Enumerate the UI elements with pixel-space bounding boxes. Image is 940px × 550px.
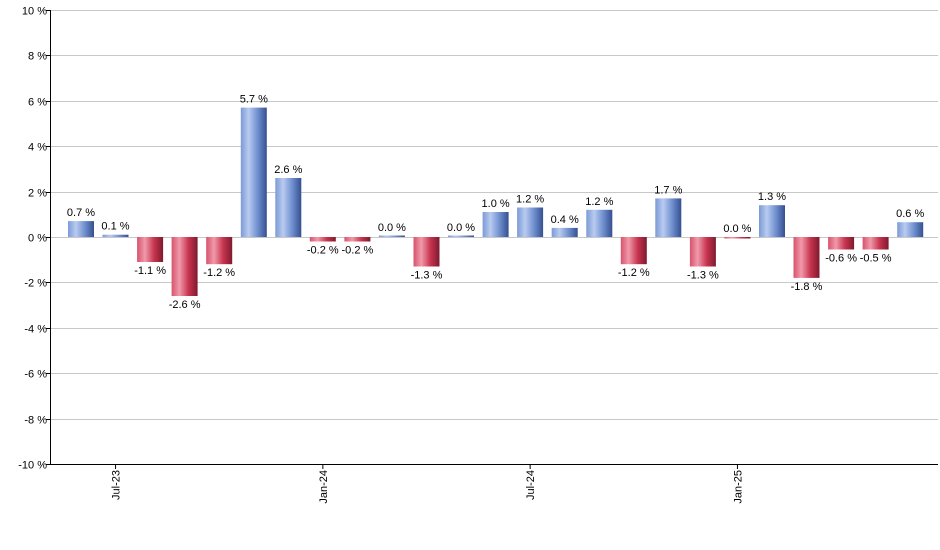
bar-sep-24: [586, 209, 613, 237]
bar-oct-23: [206, 237, 233, 265]
data-label: 0.1 %: [101, 221, 129, 233]
data-label: 1.7 %: [654, 184, 682, 196]
data-label: -0.5 %: [860, 253, 892, 265]
data-label: 1.3 %: [758, 191, 786, 203]
bar-jul-24: [517, 207, 544, 237]
bar-jul-23: [102, 234, 129, 237]
bar-jun-24: [482, 212, 509, 237]
x-tick-label: Jul-24: [525, 470, 537, 500]
data-label: -0.6 %: [825, 253, 857, 265]
data-labels: 0.7 % 0.1 % -1.1 % -2.6 % -1.2 % 5.7 % 2.6 % -0…: [67, 94, 925, 311]
y-tick-label: 6 %: [28, 97, 47, 109]
y-tick-label: -2 %: [24, 278, 47, 290]
bar-dec-23: [275, 178, 302, 237]
data-label: 0.0 %: [378, 222, 406, 234]
bar-aug-24: [551, 227, 578, 237]
data-label: 2.6 %: [274, 164, 302, 176]
bar-mar-25: [793, 237, 820, 278]
data-label: 5.7 %: [240, 94, 268, 106]
data-label: 0.7 %: [67, 207, 95, 219]
data-label: 0.0 %: [447, 222, 475, 234]
bar-dec-24: [689, 237, 716, 267]
y-axis-ticks: 10 % 8 % 6 % 4 % 2 % 0 % -2 % -4 % -6 % -8 % -10 %: [18, 6, 50, 472]
y-tick-label: 10 %: [22, 6, 47, 18]
data-label: 1.0 %: [482, 198, 510, 210]
bar-nov-24: [655, 198, 682, 237]
data-label: -0.2 %: [307, 245, 339, 257]
bar-apr-25: [828, 237, 855, 250]
data-label: 0.0 %: [723, 223, 751, 235]
data-label: 1.2 %: [585, 196, 613, 208]
bar-oct-24: [620, 237, 647, 265]
y-tick-label: -10 %: [18, 460, 47, 472]
y-tick-label: -8 %: [24, 415, 47, 427]
x-tick-label: Jan-24: [318, 470, 330, 504]
bar-nov-23: [240, 107, 267, 237]
y-tick-label: 0 %: [28, 233, 47, 245]
bars: [68, 107, 924, 296]
data-label: -1.3 %: [411, 270, 443, 282]
data-label: 0.6 %: [896, 208, 924, 220]
data-label: -1.8 %: [791, 281, 823, 293]
data-label: -2.6 %: [169, 299, 201, 311]
axes: [50, 10, 938, 465]
y-tick-label: -4 %: [24, 324, 47, 336]
bar-feb-25: [759, 205, 785, 237]
x-tick-label: Jul-23: [111, 470, 123, 500]
data-label: -1.2 %: [618, 267, 650, 279]
bar-apr-24: [413, 237, 440, 267]
bar-jun-23: [68, 221, 94, 237]
data-label: 0.4 %: [551, 214, 579, 226]
bar-aug-23: [137, 237, 164, 262]
y-tick-label: 2 %: [28, 188, 47, 200]
data-label: -1.1 %: [134, 265, 166, 277]
bar-jan-24: [309, 237, 336, 242]
bar-jun-25: [897, 222, 924, 237]
bar-may-24: [448, 235, 474, 237]
bar-jan-25: [724, 237, 751, 239]
bar-sep-23: [171, 237, 198, 296]
data-label: 1.2 %: [516, 194, 544, 206]
y-tick-label: 4 %: [28, 142, 47, 154]
data-label: -1.3 %: [687, 270, 719, 282]
x-tick-label: Jan-25: [732, 470, 744, 504]
data-label: -1.2 %: [203, 267, 235, 279]
y-tick-label: 8 %: [28, 51, 47, 63]
bar-may-25: [862, 237, 889, 250]
y-tick-label: -6 %: [24, 369, 47, 381]
data-label: -0.2 %: [342, 245, 374, 257]
bar-mar-24: [378, 235, 405, 237]
bar-feb-24: [344, 237, 371, 242]
x-axis-ticks: Jul-23 Jan-24 Jul-24 Jan-25: [111, 464, 744, 504]
